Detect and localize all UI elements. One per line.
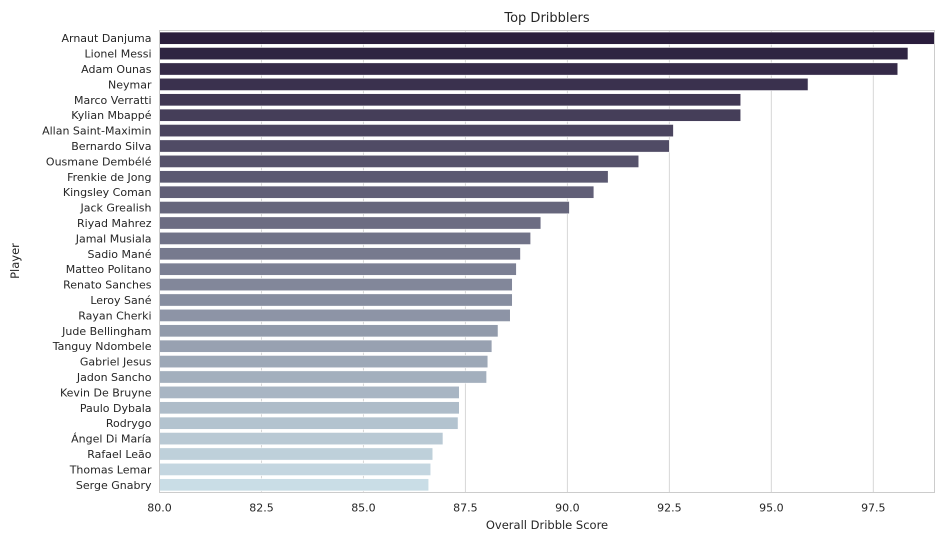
bar	[159, 370, 487, 384]
bar	[159, 62, 899, 76]
y-tick-label: Paulo Dybala	[80, 402, 152, 415]
x-tick-label: 90.0	[555, 502, 580, 515]
y-tick-label: Jude Bellingham	[61, 325, 151, 338]
y-tick-label: Jack Grealish	[79, 202, 151, 215]
y-tick-label: Tanguy Ndombele	[52, 340, 152, 353]
y-tick-label: Marco Verratti	[74, 94, 152, 107]
y-tick-label: Jamal Musiala	[75, 232, 152, 245]
bar	[159, 478, 430, 492]
y-tick-label: Ousmane Dembélé	[46, 155, 152, 168]
bar	[159, 47, 909, 61]
y-tick-label: Rayan Cherki	[78, 309, 151, 322]
bar	[159, 278, 513, 292]
bar	[159, 170, 609, 184]
x-tick-labels: 80.0 82.5 85.0 87.5 90.0 92.5 95.0 97.5	[147, 502, 885, 515]
bar	[159, 416, 459, 430]
chart-title: Top Dribblers	[503, 11, 589, 26]
bar	[159, 31, 935, 45]
y-tick-label: Renato Sanches	[63, 279, 152, 292]
y-tick-label: Matteo Politano	[66, 263, 152, 276]
y-tick-label: Rodrygo	[106, 417, 152, 430]
bar	[159, 355, 489, 369]
x-tick-label: 85.0	[351, 502, 376, 515]
bar	[159, 247, 521, 261]
y-tick-label: Gabriel Jesus	[80, 356, 152, 369]
y-tick-label: Ángel Di María	[71, 433, 151, 446]
y-axis-label: Player	[8, 243, 22, 279]
bar	[159, 462, 432, 476]
y-tick-labels: Arnaut Danjuma Lionel Messi Adam Ounas Neym…	[42, 32, 152, 492]
x-tick-label: 80.0	[147, 502, 172, 515]
y-tick-label: Kevin De Bruyne	[60, 386, 152, 399]
bar	[159, 231, 531, 245]
bar	[159, 432, 444, 446]
bar	[159, 185, 595, 199]
bar	[159, 201, 570, 215]
bars	[159, 31, 935, 492]
bar	[159, 339, 493, 353]
bar	[159, 447, 434, 461]
bar	[159, 262, 517, 276]
x-tick-label: 95.0	[759, 502, 784, 515]
bar	[159, 293, 513, 307]
y-tick-label: Arnaut Danjuma	[61, 32, 151, 45]
bar	[159, 108, 742, 122]
y-tick-label: Serge Gnabry	[76, 479, 152, 492]
y-tick-label: Neymar	[108, 78, 152, 91]
y-tick-label: Thomas Lemar	[69, 463, 152, 476]
bar	[159, 93, 742, 107]
y-tick-label: Leroy Sané	[90, 294, 151, 307]
bar	[159, 385, 460, 399]
x-tick-label: 87.5	[453, 502, 478, 515]
grid-lines	[159, 30, 874, 493]
y-tick-label: Bernardo Silva	[71, 140, 151, 153]
bar	[159, 124, 674, 138]
bar	[159, 216, 542, 230]
y-tick-label: Sadio Mané	[88, 248, 152, 261]
x-axis-label: Overall Dribble Score	[486, 518, 608, 532]
x-tick-label: 97.5	[861, 502, 886, 515]
y-tick-label: Allan Saint-Maximin	[42, 125, 151, 138]
bar	[159, 324, 499, 338]
y-tick-label: Kylian Mbappé	[71, 109, 151, 122]
bar	[159, 77, 809, 91]
plot-frame	[159, 30, 935, 493]
bar	[159, 401, 460, 415]
y-tick-label: Riyad Mahrez	[77, 217, 152, 230]
bar	[159, 308, 511, 322]
y-tick-label: Adam Ounas	[81, 63, 152, 76]
y-tick-label: Lionel Messi	[85, 48, 152, 61]
x-tick-label: 82.5	[249, 502, 274, 515]
bar	[159, 139, 670, 153]
y-tick-label: Jadon Sancho	[76, 371, 152, 384]
y-tick-label: Rafael Leão	[87, 448, 152, 461]
y-tick-label: Frenkie de Jong	[67, 171, 151, 184]
y-tick-label: Kingsley Coman	[63, 186, 152, 199]
x-tick-label: 92.5	[657, 502, 682, 515]
bar	[159, 154, 640, 168]
